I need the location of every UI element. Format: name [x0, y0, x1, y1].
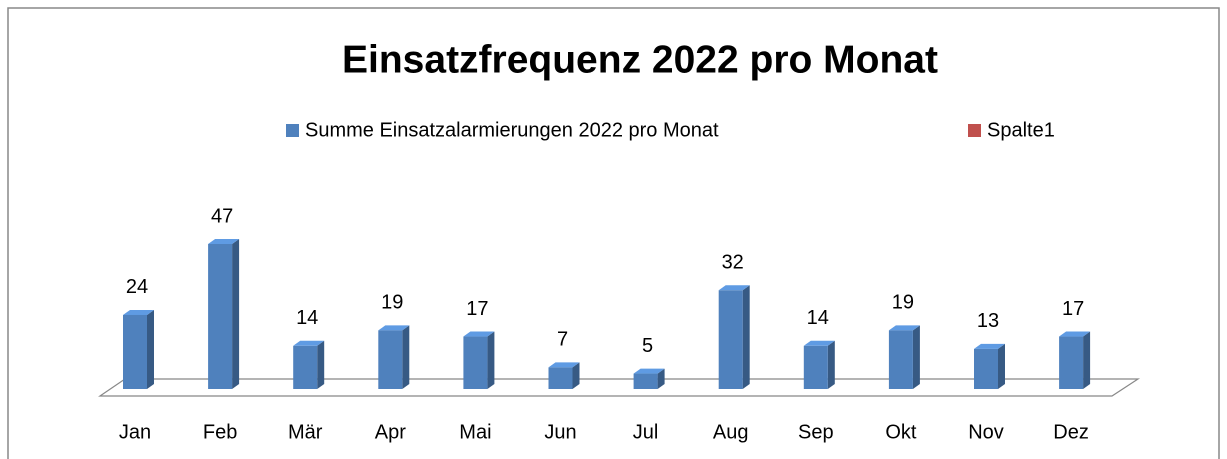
- x-tick-label: Aug: [713, 421, 749, 443]
- bar-side: [1083, 331, 1091, 389]
- bar: [548, 367, 573, 389]
- bar: [888, 330, 913, 389]
- bar-top: [803, 340, 835, 346]
- data-label: 5: [642, 335, 653, 357]
- bar: [463, 336, 488, 389]
- bar-top: [378, 325, 410, 331]
- bar-side: [402, 325, 410, 389]
- bar: [123, 314, 147, 389]
- legend-swatch: [968, 124, 981, 137]
- data-label: 32: [722, 252, 744, 274]
- data-label: 19: [381, 292, 403, 314]
- floor: [98, 378, 1141, 397]
- bar: [378, 330, 403, 389]
- data-label: 19: [892, 292, 914, 314]
- x-tick-label: Jun: [544, 421, 576, 443]
- bar-side: [912, 325, 920, 389]
- bar: [974, 348, 998, 389]
- x-tick-label: Okt: [885, 421, 917, 443]
- bar-side: [742, 285, 750, 389]
- bar-side: [657, 368, 665, 389]
- legend-label: Summe Einsatzalarmierungen 2022 pro Mona…: [305, 119, 719, 141]
- data-label: 14: [807, 307, 829, 329]
- bar-top: [633, 368, 665, 374]
- bar-side: [147, 309, 154, 389]
- bar-top: [974, 343, 1005, 349]
- x-tick-label: Jan: [119, 421, 151, 443]
- bar-side: [317, 340, 325, 389]
- bar-side: [572, 362, 580, 389]
- bar-top: [548, 362, 580, 368]
- bar-side: [232, 239, 240, 389]
- x-tick-label: Apr: [375, 421, 406, 443]
- bar-top: [208, 239, 240, 244]
- bar: [208, 244, 233, 389]
- bar-top: [463, 331, 495, 337]
- bar-top: [293, 340, 325, 346]
- bar: [718, 290, 743, 389]
- bar-top: [1059, 331, 1091, 337]
- data-label: 47: [211, 205, 233, 227]
- bar: [803, 345, 828, 389]
- chart-title: Einsatzfrequenz 2022 pro Monat: [342, 38, 938, 81]
- data-label: 17: [466, 298, 488, 320]
- bar: [633, 373, 658, 389]
- data-label: 17: [1062, 298, 1084, 320]
- bar: [293, 345, 318, 389]
- bar-side: [487, 331, 495, 389]
- x-tick-label: Sep: [798, 421, 834, 443]
- x-tick-label: Mai: [459, 421, 491, 443]
- x-tick-label: Mär: [288, 421, 323, 443]
- bar-top: [718, 285, 750, 291]
- legend-swatch: [286, 124, 299, 137]
- x-tick-label: Dez: [1053, 421, 1089, 443]
- bar-side: [827, 340, 835, 389]
- x-tick-label: Jul: [633, 421, 659, 443]
- data-label: 7: [557, 329, 568, 351]
- data-label: 14: [296, 307, 318, 329]
- bar-side: [998, 343, 1005, 389]
- x-tick-label: Nov: [968, 421, 1004, 443]
- bar: [1059, 336, 1084, 389]
- data-label: 13: [977, 310, 999, 332]
- data-label: 24: [126, 276, 148, 298]
- x-tick-label: Feb: [203, 421, 237, 443]
- bar-top: [123, 309, 154, 315]
- bar-top: [888, 325, 920, 331]
- legend-label: Spalte1: [987, 119, 1055, 141]
